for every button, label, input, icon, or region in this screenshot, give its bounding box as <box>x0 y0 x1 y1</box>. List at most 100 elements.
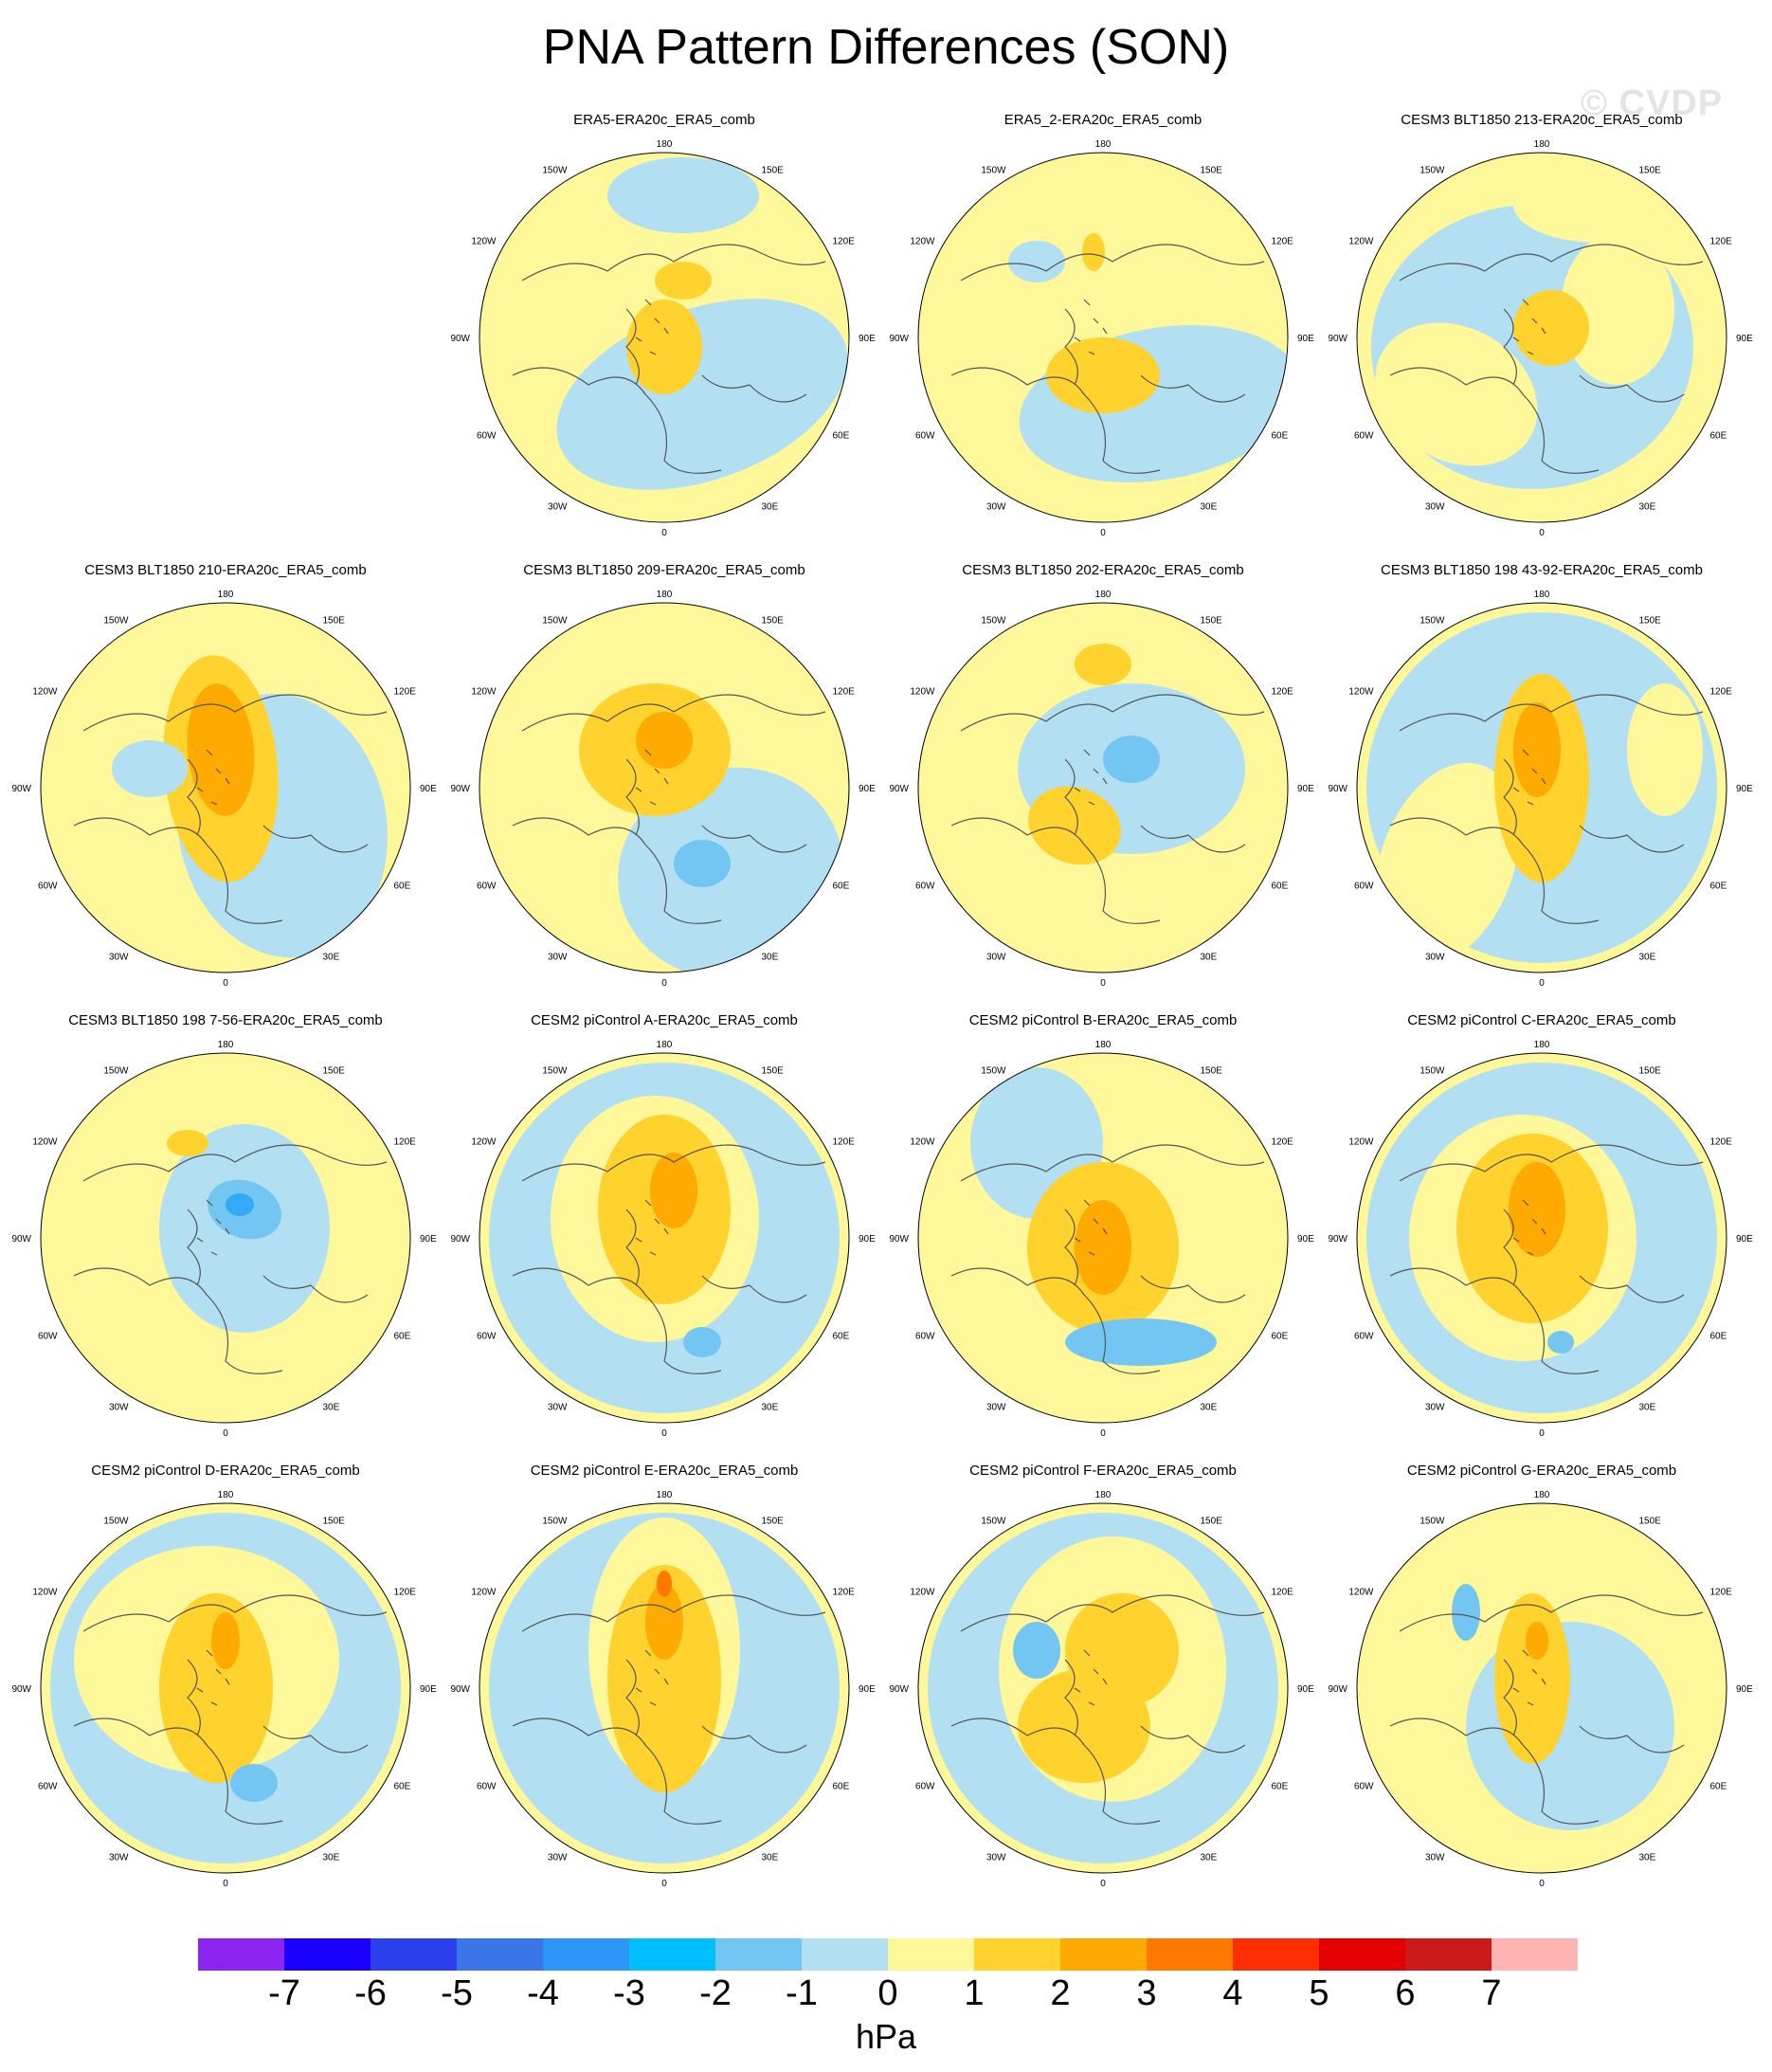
anomaly-contour <box>1513 290 1589 366</box>
colorbar-swatch <box>974 1938 1060 1971</box>
longitude-label: 120E <box>1272 687 1294 698</box>
longitude-label: 60W <box>38 882 58 892</box>
colorbar-tick-label: -5 <box>441 1973 473 2013</box>
longitude-label: 120E <box>833 1588 856 1598</box>
coastline <box>1074 299 1108 355</box>
colorbar-swatch <box>543 1938 629 1971</box>
anomaly-contour <box>1046 337 1160 413</box>
longitude-label: 120W <box>1348 1588 1374 1598</box>
longitude-label: 180 <box>1534 139 1550 150</box>
longitude-label: 90E <box>1736 334 1753 344</box>
anomaly-contour <box>657 1571 672 1597</box>
longitude-label: 60W <box>477 1332 497 1342</box>
coastline <box>1074 1649 1108 1706</box>
longitude-label: 60E <box>1710 431 1727 442</box>
longitude-label: 120W <box>32 1137 58 1148</box>
coastline <box>196 1649 230 1706</box>
map-border <box>479 602 850 973</box>
anomaly-contour <box>1065 1318 1217 1366</box>
longitude-label: 30E <box>323 953 340 963</box>
longitude-label: 90W <box>889 334 909 344</box>
coastline <box>1389 1718 1600 1825</box>
colorbar-swatch <box>629 1938 715 1971</box>
longitude-label: 120W <box>471 1588 497 1598</box>
longitude-label: 120W <box>1348 237 1374 247</box>
longitude-label: 90E <box>1736 1234 1753 1245</box>
longitude-label: 150E <box>323 1517 346 1527</box>
longitude-label: 120W <box>910 687 935 698</box>
anomaly-contour <box>230 1764 278 1802</box>
coastline <box>1389 817 1600 924</box>
longitude-label: 0 <box>661 528 667 538</box>
longitude-label: 150E <box>762 1517 785 1527</box>
longitude-label: 30E <box>1639 1853 1656 1863</box>
longitude-label: 30E <box>1201 502 1218 513</box>
coastline <box>73 1718 283 1825</box>
anomaly-contour <box>1375 322 1538 466</box>
longitude-label: 180 <box>218 590 234 600</box>
polar-map: 180 150E 120E 90E 60E 30E 0 30W 60W 90W 120W 150W <box>889 139 1314 538</box>
longitude-label: 60W <box>915 431 935 442</box>
coastline <box>1512 1649 1546 1706</box>
colorbar-swatch <box>715 1938 802 1971</box>
longitude-label: 60E <box>1272 1782 1289 1792</box>
map-panel: ERA5_2-ERA20c_ERA5_comb 180 150E 120E 90E 60E… <box>884 112 1322 562</box>
longitude-label: 90E <box>859 334 876 344</box>
longitude-label: 150E <box>1201 1066 1223 1077</box>
coastline <box>1064 1209 1078 1286</box>
coastline <box>1140 825 1246 853</box>
panel-title: CESM2 piControl F-ERA20c_ERA5_comb <box>969 1463 1237 1479</box>
coastline <box>521 244 826 282</box>
longitude-label: 60E <box>1710 882 1727 892</box>
map-panel: CESM3 BLT1850 209-ERA20c_ERA5_comb 180 150… <box>445 562 883 1012</box>
polar-map: 180 150E 120E 90E 60E 30E 0 30W 60W 90W 120W 150W <box>11 1490 437 1889</box>
longitude-label: 0 <box>1539 1879 1545 1889</box>
longitude-label: 30W <box>986 1403 1006 1413</box>
coastline <box>1512 299 1546 355</box>
longitude-label: 150E <box>1639 616 1662 627</box>
longitude-label: 180 <box>218 1040 234 1050</box>
longitude-label: 150W <box>542 1066 568 1077</box>
longitude-label: 120E <box>1272 1588 1294 1598</box>
longitude-label: 90W <box>1328 1234 1347 1245</box>
longitude-label: 150W <box>981 1066 1006 1077</box>
coastline <box>1074 1199 1108 1256</box>
longitude-label: 0 <box>223 1428 228 1439</box>
longitude-label: 90W <box>450 784 470 794</box>
longitude-label: 150E <box>323 616 346 627</box>
panel-title: CESM2 piControl E-ERA20c_ERA5_comb <box>530 1463 799 1479</box>
panel-title: CESM3 BLT1850 202-ERA20c_ERA5_comb <box>962 562 1244 578</box>
coastline <box>1389 367 1600 474</box>
longitude-label: 150E <box>762 166 785 176</box>
anomaly-contour <box>1375 762 1519 965</box>
longitude-label: 120E <box>833 237 856 247</box>
colorbar-tick-label: -6 <box>354 1973 387 2013</box>
longitude-label: 0 <box>1100 1428 1106 1439</box>
anomaly-contour <box>1013 1622 1060 1679</box>
coastline <box>521 1594 826 1632</box>
anomaly-contour <box>187 683 255 816</box>
coastline <box>262 1725 369 1754</box>
longitude-label: 120E <box>394 687 417 698</box>
anomaly-contour <box>607 157 759 233</box>
longitude-label: 120W <box>471 237 497 247</box>
polar-map: 180 150E 120E 90E 60E 30E 0 30W 60W 90W 120W 150W <box>450 590 876 989</box>
longitude-label: 180 <box>657 1040 673 1050</box>
longitude-label: 120E <box>833 1137 856 1148</box>
longitude-label: 150W <box>103 1517 129 1527</box>
map-panel: CESM3 BLT1850 202-ERA20c_ERA5_comb 180 150… <box>884 562 1322 1012</box>
polar-map: 180 150E 120E 90E 60E 30E 0 30W 60W 90W 120W 150W <box>450 139 876 538</box>
coastline <box>950 1718 1161 1825</box>
longitude-label: 150W <box>103 616 129 627</box>
longitude-label: 150W <box>981 616 1006 627</box>
longitude-label: 90E <box>1297 1684 1314 1695</box>
coastline <box>1140 1275 1246 1303</box>
anomaly-contour <box>674 840 731 887</box>
longitude-label: 0 <box>223 978 228 989</box>
map-border <box>1356 1502 1727 1874</box>
longitude-label: 150W <box>542 616 568 627</box>
longitude-label: 90E <box>1297 1234 1314 1245</box>
longitude-label: 180 <box>1534 1490 1550 1500</box>
longitude-label: 90W <box>450 334 470 344</box>
longitude-label: 150W <box>542 166 568 176</box>
